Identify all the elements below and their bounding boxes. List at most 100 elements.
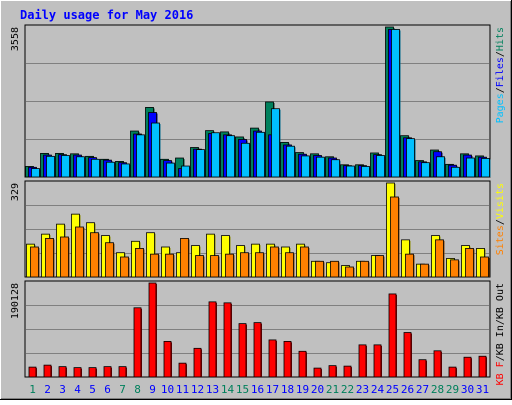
bar-sites-day-4 <box>75 226 84 278</box>
bar-pages-day-30 <box>466 157 475 178</box>
bar-kb-f-day-23 <box>358 344 367 378</box>
bar-sites-day-12 <box>195 255 204 278</box>
x-label-day-2: 2 <box>44 383 51 396</box>
x-label-day-31: 31 <box>476 383 489 396</box>
bar-sites-day-26 <box>405 253 414 278</box>
bar-kb-f-day-13 <box>208 301 217 378</box>
bar-kb-f-day-29 <box>448 366 457 378</box>
bar-kb-f-day-21 <box>328 365 337 378</box>
x-label-day-9: 9 <box>149 383 156 396</box>
legend-separator: / <box>495 219 506 225</box>
bar-kb-f-day-14 <box>223 302 232 378</box>
bar-sites-day-27 <box>420 263 429 278</box>
bar-pages-day-16 <box>256 131 265 178</box>
x-label-day-3: 3 <box>59 383 66 396</box>
bar-kb-f-day-1 <box>28 366 37 378</box>
bar-sites-day-20 <box>315 260 324 278</box>
bar-sites-day-6 <box>105 242 114 278</box>
legend-entry: Hits <box>495 27 506 51</box>
bar-pages-day-15 <box>241 142 250 178</box>
bar-kb-f-day-9 <box>148 282 157 378</box>
bar-sites-day-15 <box>240 252 249 278</box>
x-label-day-30: 30 <box>461 383 474 396</box>
bar-pages-day-25 <box>391 29 400 178</box>
legend-entry: Pages <box>495 93 506 123</box>
bar-kb-f-day-17 <box>268 339 277 378</box>
bar-pages-day-8 <box>136 134 145 178</box>
x-label-day-25: 25 <box>386 383 399 396</box>
bar-pages-day-10 <box>166 162 175 178</box>
bar-pages-day-7 <box>121 163 130 178</box>
bar-kb-f-day-30 <box>463 356 472 378</box>
x-label-day-17: 17 <box>266 383 279 396</box>
bar-sites-day-3 <box>60 236 69 278</box>
legend-entry: Files <box>495 57 506 87</box>
bar-kb-f-day-25 <box>388 293 397 378</box>
bar-pages-day-13 <box>211 132 220 178</box>
bar-kb-f-day-2 <box>43 364 52 378</box>
bar-pages-day-19 <box>301 155 310 178</box>
bar-sites-day-14 <box>225 253 234 278</box>
bar-pages-day-26 <box>406 138 415 178</box>
panel-visits-sites: 329 Sites/Visits <box>10 180 506 278</box>
legend-entry: KB F <box>495 361 506 385</box>
legend-entry: Sites <box>495 225 506 255</box>
bar-pages-day-23 <box>361 166 370 178</box>
x-label-day-28: 28 <box>431 383 444 396</box>
bar-sites-day-25 <box>390 196 399 278</box>
bar-sites-day-30 <box>465 248 474 278</box>
bar-pages-day-31 <box>481 158 490 178</box>
bar-sites-day-13 <box>210 255 219 278</box>
x-label-day-22: 22 <box>341 383 354 396</box>
x-label-day-23: 23 <box>356 383 369 396</box>
chart-title: Daily usage for May 2016 <box>20 8 193 22</box>
bar-sites-day-22 <box>345 266 354 278</box>
x-label-day-6: 6 <box>104 383 111 396</box>
bar-kb-f-day-7 <box>118 366 127 378</box>
legend-entry: Visits <box>495 183 506 219</box>
bar-sites-day-16 <box>255 252 264 278</box>
x-label-day-27: 27 <box>416 383 429 396</box>
x-label-day-7: 7 <box>119 383 126 396</box>
legend-entry: KB Out <box>495 283 506 319</box>
bar-pages-day-29 <box>451 166 460 178</box>
legend-separator: / <box>495 51 506 57</box>
bar-pages-day-6 <box>106 161 115 178</box>
bar-pages-day-11 <box>181 165 190 178</box>
bar-pages-day-28 <box>436 156 445 178</box>
x-label-day-21: 21 <box>326 383 339 396</box>
chart-panels: 3558Pages/Files/Hits329Sites/Visits19012… <box>10 24 506 385</box>
bar-kb-f-day-4 <box>73 367 82 378</box>
x-label-day-8: 8 <box>134 383 141 396</box>
bar-kb-f-day-16 <box>253 322 262 378</box>
bar-sites-day-8 <box>135 248 144 278</box>
bar-sites-day-24 <box>375 255 384 278</box>
x-label-day-24: 24 <box>371 383 385 396</box>
x-axis-day-labels: 1 2 3 4 5 6 7 8 9 10 11 12 13 14 15 16 17 18 19 20 21 22 23 24 2… <box>29 383 489 396</box>
bar-kb-f-day-31 <box>478 355 487 378</box>
bar-kb-f-day-11 <box>178 362 187 378</box>
bar-sites-day-7 <box>120 256 129 278</box>
bar-sites-day-28 <box>435 239 444 278</box>
x-label-day-19: 19 <box>296 383 309 396</box>
bar-kb-f-day-19 <box>298 350 307 378</box>
bar-kb-f-day-18 <box>283 341 292 378</box>
bar-sites-day-21 <box>330 260 339 278</box>
x-label-day-15: 15 <box>236 383 249 396</box>
bar-pages-day-9 <box>151 122 160 178</box>
bar-pages-day-14 <box>226 135 235 178</box>
bar-sites-day-18 <box>285 252 294 278</box>
bar-pages-day-21 <box>331 159 340 178</box>
x-label-day-18: 18 <box>281 383 294 396</box>
bar-pages-day-20 <box>316 156 325 178</box>
bar-pages-day-17 <box>271 108 280 178</box>
x-label-day-26: 26 <box>401 383 414 396</box>
bar-kb-f-day-3 <box>58 366 67 378</box>
bar-sites-day-17 <box>270 246 279 278</box>
bar-sites-day-9 <box>150 253 159 278</box>
bar-pages-day-18 <box>286 145 295 178</box>
bar-kb-f-day-8 <box>133 307 142 378</box>
